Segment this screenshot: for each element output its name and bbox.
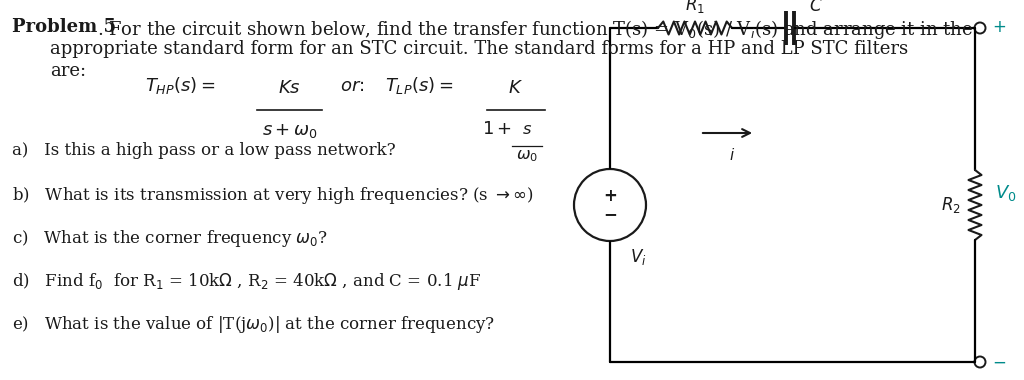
Text: b)   What is its transmission at very high frequencies? (s $\rightarrow\infty$): b) What is its transmission at very high… <box>12 185 534 206</box>
Text: $R_1$: $R_1$ <box>685 0 705 15</box>
Text: $C$: $C$ <box>809 0 822 15</box>
Text: $-$: $-$ <box>992 353 1007 370</box>
Text: $V_i$: $V_i$ <box>630 247 646 267</box>
Text: a)   Is this a high pass or a low pass network?: a) Is this a high pass or a low pass net… <box>12 142 395 159</box>
Text: +: + <box>603 187 616 205</box>
Circle shape <box>975 22 985 33</box>
Text: d)   Find f$_0$  for R$_1$ = 10k$\Omega$ , R$_2$ = 40k$\Omega$ , and C = 0.1 $\m: d) Find f$_0$ for R$_1$ = 10k$\Omega$ , … <box>12 271 481 292</box>
Text: $+$: $+$ <box>992 19 1007 36</box>
Text: c)   What is the corner frequency $\omega_0$?: c) What is the corner frequency $\omega_… <box>12 228 328 249</box>
Text: e)   What is the value of |T(j$\omega_0$)| at the corner frequency?: e) What is the value of |T(j$\omega_0$)|… <box>12 314 496 335</box>
Text: appropriate standard form for an STC circuit. The standard forms for a HP and LP: appropriate standard form for an STC cir… <box>50 40 908 58</box>
Text: −: − <box>603 205 616 223</box>
Text: are:: are: <box>50 62 86 80</box>
Text: $\omega_0$: $\omega_0$ <box>516 147 538 164</box>
Text: $R_2$: $R_2$ <box>941 195 961 215</box>
Text: $or\!:$: $or\!:$ <box>340 77 365 95</box>
Text: $T_{LP}(s) =$: $T_{LP}(s) =$ <box>385 76 454 97</box>
Text: $1 +$: $1 +$ <box>482 120 512 138</box>
Text: . For the circuit shown below, find the transfer function T(s) = V$_0$(s) / V$_i: . For the circuit shown below, find the … <box>97 18 973 41</box>
Text: $T_{HP}(s) =$: $T_{HP}(s) =$ <box>145 76 216 97</box>
Text: $s + \omega_0$: $s + \omega_0$ <box>261 122 317 140</box>
Text: $s$: $s$ <box>522 121 532 138</box>
Text: $i$: $i$ <box>729 147 735 163</box>
Text: $K$: $K$ <box>509 79 523 97</box>
Text: Problem 5: Problem 5 <box>12 18 116 36</box>
Circle shape <box>975 356 985 367</box>
Text: $Ks$: $Ks$ <box>279 79 301 97</box>
Text: $V_0$: $V_0$ <box>995 183 1017 203</box>
